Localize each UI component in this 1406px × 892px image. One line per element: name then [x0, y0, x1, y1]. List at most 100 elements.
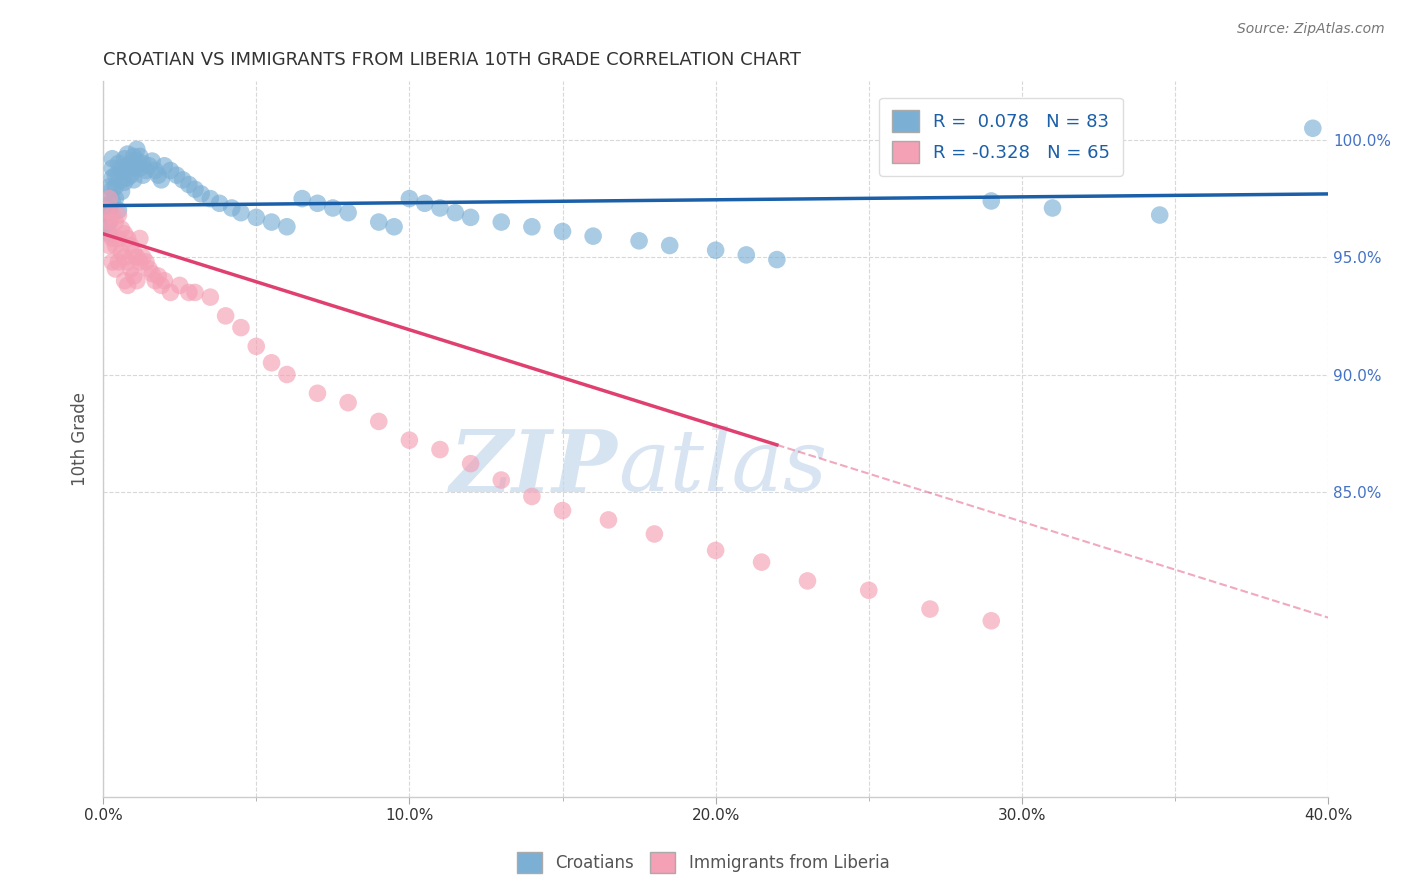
Point: [751, 555, 773, 569]
Point: [159, 285, 181, 300]
Point: [114, 227, 136, 241]
Point: [128, 161, 150, 175]
Point: [110, 185, 132, 199]
Point: [551, 503, 574, 517]
Point: [582, 229, 605, 244]
Point: [125, 274, 148, 288]
Point: [520, 490, 543, 504]
Point: [184, 182, 207, 196]
Point: [858, 583, 880, 598]
Point: [245, 211, 267, 225]
Point: [143, 274, 166, 288]
Point: [153, 159, 176, 173]
Point: [398, 433, 420, 447]
Point: [98, 192, 121, 206]
Point: [117, 231, 139, 245]
Point: [143, 163, 166, 178]
Point: [104, 262, 127, 277]
Point: [148, 268, 170, 283]
Point: [114, 274, 136, 288]
Point: [150, 173, 173, 187]
Point: [367, 414, 389, 428]
Point: [148, 168, 170, 182]
Point: [98, 215, 121, 229]
Text: ZIP: ZIP: [450, 425, 617, 509]
Point: [128, 149, 150, 163]
Point: [138, 159, 160, 173]
Point: [101, 194, 124, 208]
Point: [141, 154, 163, 169]
Point: [208, 196, 231, 211]
Point: [704, 543, 727, 558]
Point: [128, 255, 150, 269]
Point: [200, 192, 222, 206]
Point: [98, 192, 121, 206]
Point: [307, 386, 329, 401]
Point: [122, 149, 145, 163]
Point: [96, 222, 118, 236]
Point: [107, 208, 129, 222]
Point: [117, 147, 139, 161]
Point: [125, 142, 148, 156]
Point: [169, 278, 191, 293]
Point: [172, 173, 194, 187]
Point: [460, 211, 482, 225]
Point: [658, 238, 681, 252]
Point: [117, 159, 139, 173]
Point: [429, 201, 451, 215]
Point: [291, 192, 314, 206]
Point: [918, 602, 941, 616]
Point: [141, 267, 163, 281]
Point: [491, 473, 513, 487]
Point: [125, 154, 148, 169]
Point: [107, 203, 129, 218]
Point: [104, 168, 127, 182]
Point: [104, 180, 127, 194]
Point: [104, 192, 127, 206]
Point: [132, 250, 155, 264]
Point: [110, 222, 132, 236]
Point: [96, 208, 118, 222]
Point: [132, 156, 155, 170]
Point: [1302, 121, 1324, 136]
Point: [96, 218, 118, 232]
Point: [117, 255, 139, 269]
Point: [229, 320, 252, 334]
Point: [104, 238, 127, 252]
Point: [367, 215, 389, 229]
Point: [1042, 201, 1064, 215]
Point: [122, 245, 145, 260]
Point: [229, 205, 252, 219]
Point: [101, 182, 124, 196]
Point: [735, 248, 758, 262]
Point: [307, 196, 329, 211]
Point: [114, 175, 136, 189]
Point: [1149, 208, 1171, 222]
Point: [245, 339, 267, 353]
Point: [766, 252, 789, 267]
Point: [120, 156, 142, 170]
Point: [120, 238, 142, 252]
Point: [104, 215, 127, 229]
Point: [98, 215, 121, 229]
Point: [96, 199, 118, 213]
Point: [117, 170, 139, 185]
Point: [101, 231, 124, 245]
Point: [200, 290, 222, 304]
Point: [413, 196, 436, 211]
Point: [101, 255, 124, 269]
Point: [122, 268, 145, 283]
Point: [101, 170, 124, 185]
Point: [796, 574, 818, 588]
Point: [110, 245, 132, 260]
Point: [460, 457, 482, 471]
Point: [96, 203, 118, 218]
Point: [551, 224, 574, 238]
Point: [110, 161, 132, 175]
Point: [184, 285, 207, 300]
Point: [177, 285, 200, 300]
Point: [643, 527, 665, 541]
Point: [260, 215, 283, 229]
Text: Source: ZipAtlas.com: Source: ZipAtlas.com: [1237, 22, 1385, 37]
Point: [138, 262, 160, 277]
